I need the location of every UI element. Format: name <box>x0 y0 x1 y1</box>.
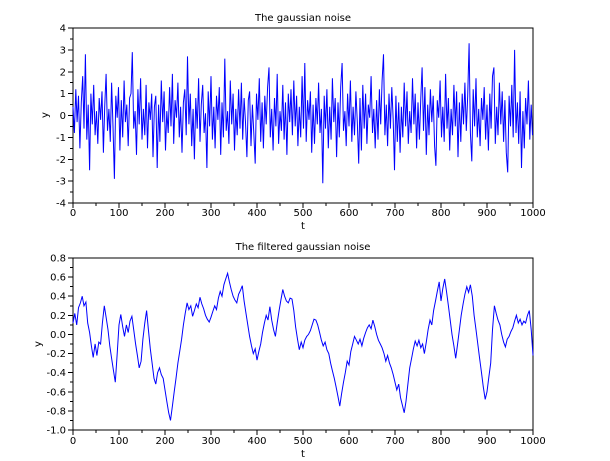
x-axis-label: t <box>301 449 305 460</box>
y-axis-label: y <box>33 341 44 347</box>
x-tick-label: 400 <box>247 436 266 447</box>
x-tick-label: 700 <box>385 436 404 447</box>
y-tick-label: -1.0 <box>46 426 66 437</box>
x-tick-label: 400 <box>247 208 266 219</box>
noise-series-line <box>72 271 534 421</box>
y-tick-label: 4 <box>60 24 66 35</box>
y-tick-label: -0.8 <box>46 406 66 417</box>
x-tick-label: 1000 <box>520 208 545 219</box>
x-tick-label: 500 <box>293 436 312 447</box>
x-tick-label: 800 <box>431 208 450 219</box>
gaussian-noise-chart: The gaussian noise t y 0 100 200 300 400 500 6… <box>40 13 546 232</box>
x-tick-label: 700 <box>385 208 404 219</box>
x-tick-label: 900 <box>477 436 496 447</box>
y-tick-label: -0.6 <box>46 387 66 398</box>
chart-title: The gaussian noise <box>254 13 351 24</box>
x-tick-label: 300 <box>201 436 220 447</box>
plot-border <box>72 257 534 431</box>
y-tick-label: 1 <box>60 89 66 100</box>
y-tick-label: -1 <box>56 133 66 144</box>
x-tick-label: 200 <box>155 208 174 219</box>
y-axis-label: y <box>40 112 51 118</box>
y-tick-label: -0.4 <box>46 368 66 379</box>
y-tick-label: 2 <box>60 67 66 78</box>
y-tick-label: 0.4 <box>50 292 66 303</box>
x-tick-label: 900 <box>477 208 496 219</box>
x-tick-label: 0 <box>70 208 76 219</box>
x-tick-label: 800 <box>431 436 450 447</box>
x-tick-label: 600 <box>339 436 358 447</box>
y-tick-label: -3 <box>56 177 66 188</box>
y-tick-label: 3 <box>60 45 66 56</box>
chart-title: The filtered gaussian noise <box>235 242 371 253</box>
x-axis-label: t <box>301 221 305 232</box>
y-tick-label: 0.2 <box>50 311 66 322</box>
filtered-noise-chart: The filtered gaussian noise t y 0 100 200 3… <box>33 242 546 460</box>
y-tick-label: -0.2 <box>46 349 66 360</box>
noise-series-line <box>72 43 533 184</box>
x-tick-label: 300 <box>201 208 220 219</box>
y-tick-label: 0 <box>60 111 66 122</box>
y-tick-label: -2 <box>56 155 66 166</box>
x-tick-label: 100 <box>109 436 128 447</box>
x-tick-label: 0 <box>70 436 76 447</box>
y-tick-label: 0.0 <box>50 330 66 341</box>
y-tick-label: 0.8 <box>50 254 66 265</box>
y-tick-label: 0.6 <box>50 273 66 284</box>
x-tick-label: 100 <box>109 208 128 219</box>
x-tick-label: 500 <box>293 208 312 219</box>
x-tick-label: 1000 <box>520 436 545 447</box>
y-tick-label: -4 <box>56 199 66 210</box>
x-tick-label: 600 <box>339 208 358 219</box>
x-tick-label: 200 <box>155 436 174 447</box>
